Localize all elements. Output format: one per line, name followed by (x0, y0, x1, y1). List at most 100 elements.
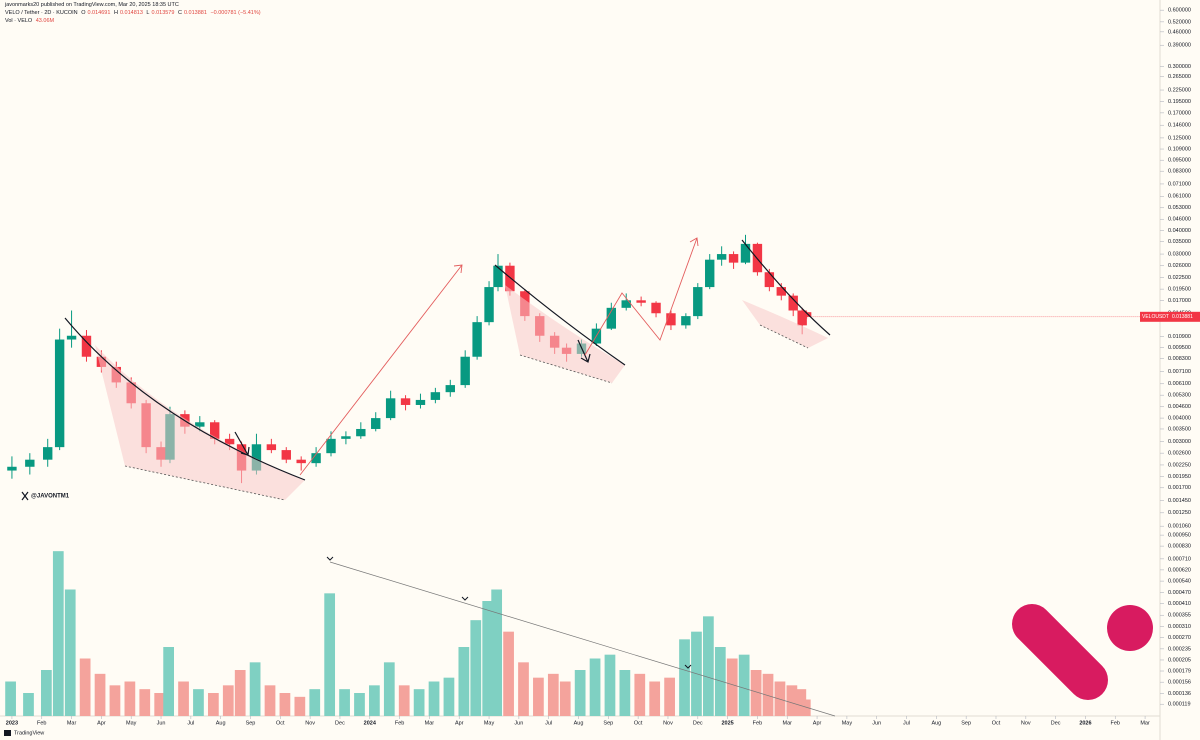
x-tick-label: Jul (903, 720, 910, 726)
volume-bar (369, 685, 380, 716)
x-tick-label: Feb (1111, 720, 1120, 726)
volume-bar (503, 631, 514, 716)
x-tick-label: Jun (514, 720, 523, 726)
volume-bar (703, 616, 714, 716)
volume-bar (79, 658, 91, 716)
y-tick-label: 0.000136 (1168, 691, 1191, 697)
volume-last: 43.06M (35, 18, 55, 24)
y-tick-label: 0.035000 (1168, 239, 1191, 245)
y-tick-label: 0.005300 (1168, 393, 1191, 399)
volume-bar (482, 601, 494, 716)
candle-body (621, 300, 631, 308)
y-tick-label: 0.390000 (1168, 43, 1191, 49)
y-tick-label: 0.030000 (1168, 252, 1191, 258)
y-tick-label: 0.061000 (1168, 194, 1191, 200)
shaded-wedge (742, 300, 828, 348)
x-tick-label: Feb (395, 720, 404, 726)
y-tick-label: 0.010900 (1168, 334, 1191, 340)
y-tick-label: 0.000310 (1168, 624, 1191, 630)
volume-bar (619, 670, 631, 716)
x-tick-label: Oct (276, 720, 285, 726)
volume-bar (443, 677, 455, 716)
shaded-wedge (505, 285, 625, 383)
y-tick-label: 0.002600 (1168, 451, 1191, 457)
volume-bar (664, 677, 675, 716)
volume-line: Vol · VELO 43.06M (5, 17, 263, 25)
x-tick-label: Feb (753, 720, 762, 726)
volume-bar (5, 681, 16, 716)
dashed-support (124, 465, 286, 501)
brand-logo (4, 730, 11, 736)
x-tick-label: Mar (425, 720, 435, 726)
x-tick-label: Feb (37, 720, 46, 726)
volume-bar (428, 681, 440, 716)
x-tick-label: Oct (992, 720, 1001, 726)
x-tick-label: Jul (187, 720, 194, 726)
y-tick-label: 0.019500 (1168, 287, 1191, 293)
y-tick-label: 0.460000 (1168, 29, 1191, 35)
candle-body (81, 335, 92, 357)
y-tick-label: 0.195000 (1168, 99, 1191, 105)
candle-body (764, 272, 775, 288)
candle-body (415, 399, 426, 405)
y-tick-label: 0.000950 (1168, 533, 1191, 539)
volume-bar (234, 670, 246, 716)
x-tick-label: Sep (603, 720, 613, 726)
dashed-support (519, 354, 613, 384)
x-tick-label: Aug (574, 720, 584, 726)
projection-arrow (299, 264, 463, 476)
volume-bar (23, 693, 34, 716)
candle-body (801, 312, 812, 317)
volume-bar (634, 673, 646, 716)
y-tick-label: 0.004000 (1168, 416, 1191, 422)
candle-body (326, 438, 336, 454)
y-tick-label: 0.000830 (1168, 544, 1191, 550)
y-tick-label: 0.001700 (1168, 485, 1191, 491)
x-tick-label: Apr (813, 720, 822, 726)
y-tick-label: 0.000270 (1168, 635, 1191, 641)
volume-bar (726, 658, 738, 716)
volume-bar (178, 681, 189, 716)
open-value: 0.014691 (87, 10, 111, 16)
volume-bar (309, 689, 321, 716)
x-tick-label: Mar (783, 720, 793, 726)
y-tick-label: 0.003500 (1168, 426, 1191, 432)
volume-bar (52, 551, 64, 716)
volume-bar (774, 681, 786, 716)
x-tick-label: Dec (1051, 720, 1061, 726)
volume-bar (799, 699, 811, 716)
x-tick-label: Jun (872, 720, 881, 726)
low-value: 0.013579 (151, 10, 175, 16)
x-tick-label: Nov (305, 720, 315, 726)
volume-bar (518, 662, 529, 716)
volume-bar (41, 670, 52, 716)
candle-body (251, 444, 262, 471)
y-tick-label: 0.300000 (1168, 64, 1191, 70)
candle-body (681, 316, 691, 326)
candle-body (445, 385, 455, 393)
y-tick-label: 0.125000 (1168, 135, 1191, 141)
volume-bar (294, 696, 306, 716)
candle-body (705, 259, 715, 288)
candle-body (385, 398, 396, 419)
annotations: @JAVONTM1 TradingView (4, 237, 1153, 736)
y-tick-label: 0.000710 (1168, 556, 1191, 562)
volume-name: Vol · VELO (5, 18, 33, 24)
ohlc-letter: C (177, 10, 182, 16)
y-tick-label: 0.022500 (1168, 275, 1191, 281)
close-value: 0.013881 (183, 10, 207, 16)
volume-bar (207, 693, 219, 716)
volume-bar (94, 673, 106, 716)
volume-bar (559, 681, 571, 716)
y-tick-label: 0.001450 (1168, 498, 1191, 504)
x-tick-label: Nov (663, 720, 673, 726)
candle-body (606, 307, 617, 329)
trend-curve (741, 239, 831, 336)
volume-bar (109, 685, 121, 716)
volume-bar (324, 593, 336, 716)
price-tag (1140, 311, 1200, 322)
ohlc-letter: O (81, 10, 86, 16)
volume-bar (738, 654, 750, 716)
